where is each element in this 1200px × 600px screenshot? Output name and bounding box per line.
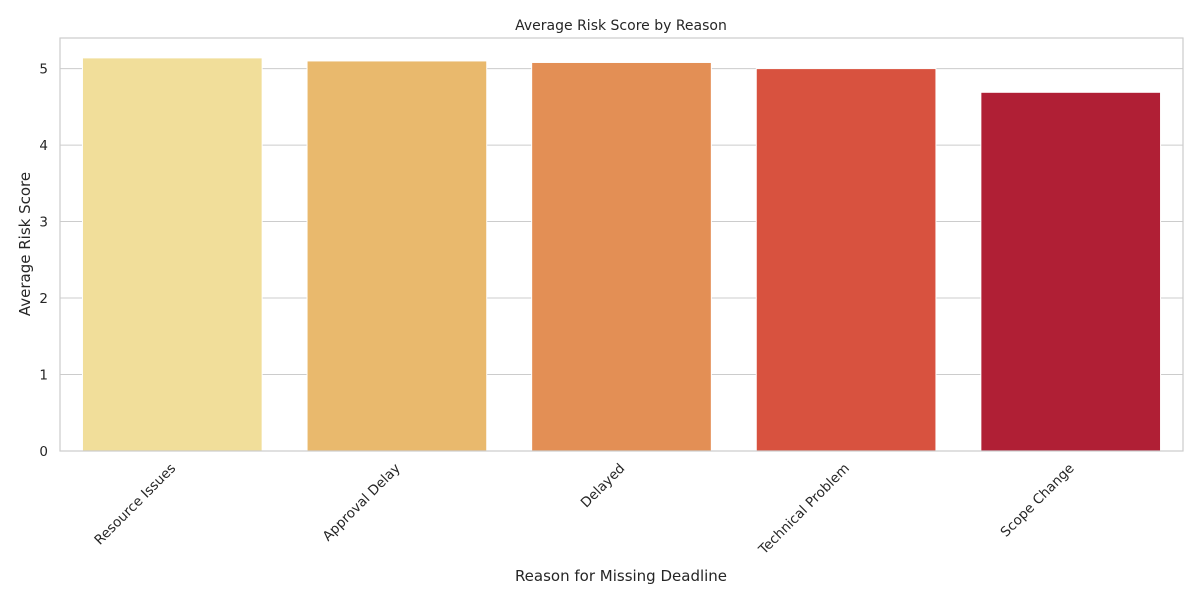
x-tick-label-0: Resource Issues xyxy=(91,461,179,549)
x-tick-label-1: Approval Delay xyxy=(320,461,404,545)
bar-approval-delay xyxy=(306,60,488,452)
y-tick-labels: 0 1 2 3 4 5 xyxy=(39,62,48,460)
y-tick-label-0: 0 xyxy=(39,444,48,460)
plot-frame xyxy=(59,37,1184,452)
y-tick-label-5: 5 xyxy=(39,62,48,78)
y-tick-label-2: 2 xyxy=(39,291,48,307)
x-tick-label-4: Scope Change xyxy=(998,461,1078,541)
y-axis-label: Average Risk Score xyxy=(16,172,34,316)
bar-scope-change xyxy=(980,91,1162,452)
y-tick-label-1: 1 xyxy=(39,368,48,384)
bars xyxy=(81,57,1162,452)
x-tick-labels: Resource Issues Approval Delay Delayed Tech… xyxy=(91,461,1077,559)
bar-delayed xyxy=(531,61,712,452)
y-tick-label-3: 3 xyxy=(39,215,48,231)
bar-resource-issues xyxy=(81,57,263,452)
x-tick-label-2: Delayed xyxy=(578,461,629,512)
x-tick-label-3: Technical Problem xyxy=(755,461,853,559)
chart-title: Average Risk Score by Reason xyxy=(515,18,727,34)
y-tick-label-4: 4 xyxy=(39,138,48,154)
bar-technical-problem xyxy=(755,68,937,452)
x-axis-label: Reason for Missing Deadline xyxy=(515,567,727,585)
